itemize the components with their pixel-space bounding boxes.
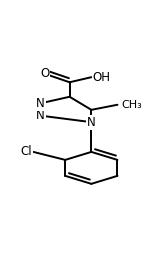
Text: CH₃: CH₃ (122, 100, 143, 110)
Text: N: N (36, 97, 45, 110)
Text: OH: OH (93, 71, 111, 84)
Text: N: N (87, 116, 96, 129)
Text: Cl: Cl (20, 146, 32, 158)
Text: O: O (40, 67, 50, 80)
Text: N: N (36, 109, 45, 122)
